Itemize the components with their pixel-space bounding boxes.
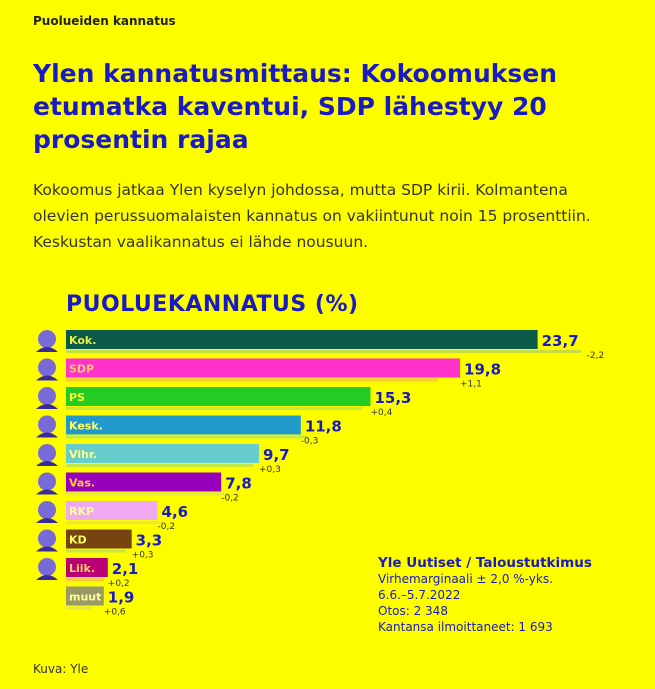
bar-rkp (66, 501, 158, 520)
previous-value-bar (66, 435, 307, 439)
category-label: Kesk. (69, 420, 103, 433)
value-label: 3,3 (136, 532, 163, 550)
category-label: RKP (69, 505, 94, 518)
value-label: 23,7 (542, 332, 579, 350)
bar-kok (66, 330, 538, 349)
headline: Ylen kannatusmittaus: Kokoomuksen etumat… (33, 59, 558, 154)
chart-title: PUOLUEKANNATUS (%) (66, 292, 359, 317)
value-label: 1,9 (108, 589, 135, 607)
source-box: Yle Uutiset / Taloustutkimus Virhemargin… (378, 555, 592, 635)
margin-of-error: Virhemarginaali ± 2,0 %-yks. (378, 572, 553, 586)
change-label: -0,3 (301, 437, 319, 447)
change-label: +0,3 (132, 551, 154, 561)
kicker[interactable]: Puolueiden kannatus (33, 14, 176, 28)
bar-ps (66, 387, 371, 406)
previous-value-bar (66, 578, 104, 581)
category-label: Liik. (69, 562, 95, 575)
change-label: +0,3 (259, 465, 281, 475)
category-label: PS (69, 391, 85, 404)
party-leader-photo-icon (38, 472, 56, 491)
party-leader-shoulders-icon (36, 432, 58, 438)
category-label: muut (69, 591, 101, 604)
party-leader-shoulders-icon (36, 404, 58, 409)
bar-liik (66, 558, 108, 577)
value-label: 7,8 (225, 475, 252, 493)
bar-vihr (66, 444, 260, 463)
bar-vas (66, 472, 222, 492)
value-label: 9,7 (263, 446, 290, 464)
category-label: Vas. (69, 477, 95, 490)
change-label: +1,1 (460, 380, 482, 390)
value-label: 19,8 (464, 361, 501, 379)
party-leader-shoulders-icon (36, 461, 58, 466)
party-leader-shoulders-icon (36, 575, 58, 580)
previous-value-bar (66, 407, 363, 410)
party-leader-photo-icon (38, 358, 56, 377)
bar-muut (66, 586, 104, 606)
category-label: SDP (69, 363, 94, 376)
party-leader-shoulders-icon (36, 518, 58, 523)
party-leader-shoulders-icon (36, 375, 58, 381)
respondents: Kantansa ilmoittaneet: 1 693 (378, 620, 553, 634)
category-label: Vihr. (69, 448, 97, 461)
party-leader-photo-icon (38, 501, 56, 519)
bar-kesk (66, 415, 301, 435)
party-leader-photo-icon (38, 529, 56, 548)
party-leader-shoulders-icon (36, 489, 58, 495)
previous-value-bar (66, 606, 92, 610)
change-label: +0,2 (108, 579, 130, 589)
previous-value-bar (66, 464, 254, 467)
sample-size: Otos: 2 348 (378, 604, 448, 618)
party-leader-photo-icon (38, 558, 56, 576)
previous-value-bar (66, 521, 162, 524)
previous-value-bar (66, 350, 582, 353)
category-label: KD (69, 534, 87, 547)
previous-value-bar (66, 378, 439, 382)
change-label: -0,2 (158, 522, 176, 532)
source-title: Yle Uutiset / Taloustutkimus (378, 555, 592, 571)
party-leader-photo-icon (38, 330, 56, 348)
party-leader-photo-icon (38, 415, 56, 434)
value-label: 4,6 (162, 503, 189, 521)
party-leader-photo-icon (38, 387, 56, 405)
change-label: +0,6 (104, 608, 126, 618)
category-label: Kok. (69, 334, 96, 347)
value-label: 11,8 (305, 418, 342, 436)
image-credit: Kuva: Yle (33, 662, 89, 676)
previous-value-bar (66, 492, 226, 496)
party-leader-photo-icon (38, 444, 56, 462)
lead-text: Kokoomus jatkaa Ylen kyselyn johdossa, m… (33, 181, 591, 251)
bar-sdp (66, 358, 461, 378)
party-leader-shoulders-icon (36, 347, 58, 352)
bar-kd (66, 529, 132, 549)
value-label: 2,1 (112, 560, 139, 578)
change-label: +0,4 (370, 408, 392, 418)
change-label: -2,2 (587, 351, 605, 361)
survey-period: 6.6.–5.7.2022 (378, 588, 461, 602)
value-label: 15,3 (374, 389, 411, 407)
party-leader-shoulders-icon (36, 546, 58, 552)
change-label: -0,2 (221, 494, 239, 504)
previous-value-bar (66, 549, 126, 553)
